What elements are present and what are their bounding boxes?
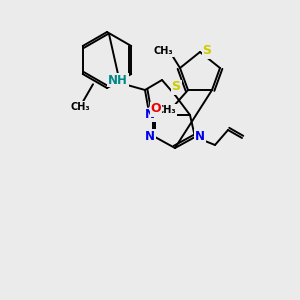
- Text: CH₃: CH₃: [70, 102, 90, 112]
- Text: CH₃: CH₃: [156, 105, 176, 115]
- Text: NH: NH: [108, 74, 128, 86]
- Text: S: S: [172, 80, 181, 94]
- Text: CH₃: CH₃: [153, 46, 173, 56]
- Text: N: N: [145, 109, 155, 122]
- Text: N: N: [145, 130, 155, 142]
- Text: S: S: [202, 44, 211, 58]
- Text: N: N: [195, 130, 205, 142]
- Text: O: O: [151, 103, 161, 116]
